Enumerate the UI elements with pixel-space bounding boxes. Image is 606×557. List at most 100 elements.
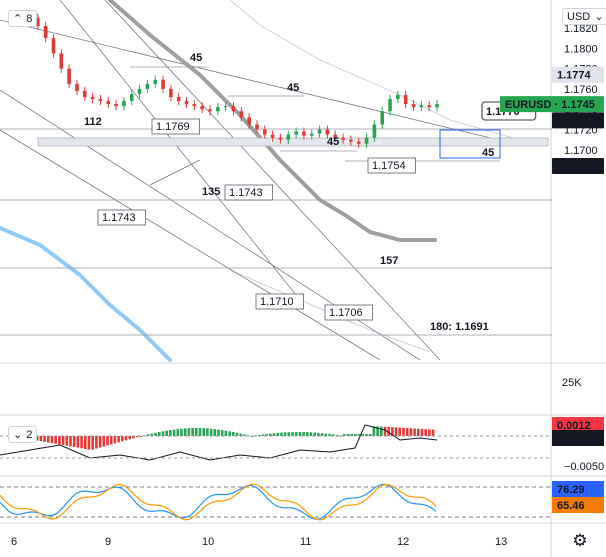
macd-histogram-bar — [72, 436, 76, 448]
price-badge-text: EURUSD · 1.1745 — [505, 99, 595, 111]
candle-body — [364, 137, 369, 144]
macd-histogram-bar — [413, 428, 416, 436]
candle-body — [176, 97, 181, 102]
trend-line — [104, 0, 441, 361]
trend-line — [149, 159, 201, 186]
macd-histogram-bar — [320, 433, 324, 436]
macd-histogram-bar — [287, 432, 291, 436]
candle-body — [59, 53, 64, 69]
candle-body — [388, 99, 392, 112]
macd-histogram-bar — [117, 436, 120, 443]
macd-histogram-bar — [50, 436, 54, 444]
time-axis-tick: 10 — [202, 536, 214, 548]
macd-histogram-bar — [232, 432, 235, 436]
trend-line — [0, 19, 521, 146]
macd-histogram-bar — [313, 432, 316, 436]
indicator-badge — [552, 430, 604, 446]
angle-label: 45 — [482, 147, 494, 159]
fib-label: 157 — [380, 255, 398, 267]
macd-histogram-bar — [132, 436, 135, 439]
macd-histogram-bar — [291, 432, 294, 436]
macd-histogram-bar — [398, 427, 402, 436]
candle-body — [106, 101, 111, 105]
candle-body — [380, 111, 385, 125]
candle-body — [161, 79, 165, 89]
volume-axis-tick: 25K — [562, 377, 582, 389]
indicator-badge-text: 0.0012 — [557, 420, 591, 432]
macd-histogram-bar — [84, 436, 87, 449]
macd-histogram-bar — [198, 428, 202, 436]
price-callout-text: 1.1743 — [102, 212, 136, 224]
candle-body — [302, 131, 306, 136]
macd-histogram-bar — [383, 426, 387, 436]
ma-slow-line — [108, 0, 437, 242]
macd-histogram-bar — [298, 432, 302, 436]
macd-histogram-bar — [354, 434, 357, 436]
macd-histogram-bar — [124, 436, 128, 441]
macd-histogram-bar — [250, 435, 254, 437]
candle-body — [208, 109, 212, 112]
macd-histogram-bar — [368, 434, 372, 436]
price-callout — [224, 184, 273, 201]
macd-histogram-bar — [309, 432, 313, 436]
macd-histogram-bar — [195, 428, 198, 436]
fib-label: 135 — [202, 186, 220, 198]
macd-histogram-bar — [80, 436, 83, 449]
candle-body — [403, 94, 408, 105]
candle-body — [90, 97, 95, 100]
macd-histogram-bar — [98, 436, 102, 448]
macd-histogram-bar — [431, 429, 435, 436]
candle-body — [270, 134, 275, 138]
candle-body — [372, 124, 377, 138]
macd-histogram-bar — [239, 433, 242, 436]
macd-histogram-bar — [65, 436, 69, 446]
candle-body — [278, 137, 283, 140]
candle-body — [427, 105, 431, 108]
settings-gear-icon[interactable]: ⚙ — [572, 531, 588, 550]
macd-histogram-bar — [417, 428, 420, 436]
candle-body — [309, 133, 314, 136]
candle-body — [223, 106, 228, 108]
candle-body — [317, 129, 322, 134]
macd-histogram-bar — [87, 436, 91, 450]
candle-body — [333, 134, 338, 138]
candle-body — [396, 94, 400, 100]
time-axis-tick: 6 — [11, 536, 17, 548]
macd-histogram-bar — [428, 429, 431, 436]
macd-histogram-bar — [180, 428, 183, 436]
macd-histogram-bar — [206, 428, 209, 436]
macd-histogram-bar — [276, 432, 279, 436]
trend-line — [59, 0, 301, 301]
angle-label: 45 — [190, 52, 202, 64]
price-callout — [367, 157, 416, 174]
macd-histogram-bar — [176, 429, 180, 436]
time-axis-tick: 13 — [495, 536, 507, 548]
macd-histogram-bar — [154, 432, 157, 436]
candle-body — [192, 104, 197, 107]
macd-histogram-bar — [350, 434, 353, 436]
price-axis-tick: 1.1760 — [564, 84, 598, 96]
candle-body — [129, 93, 134, 102]
macd-histogram-bar — [128, 436, 131, 440]
indicator-badge — [552, 417, 604, 433]
indicator-collapse-button[interactable]: ⌄ 2 — [8, 426, 38, 443]
candle-body — [411, 104, 416, 108]
currency-select[interactable]: USD ⌄ — [562, 8, 606, 25]
macd-histogram-bar — [257, 434, 261, 436]
macd-histogram-bar — [402, 427, 405, 436]
macd-histogram-bar — [202, 428, 205, 436]
candle-body — [98, 99, 103, 102]
macd-histogram-bar — [43, 436, 46, 442]
candle-body — [349, 139, 353, 142]
candle-body — [51, 38, 56, 54]
macd-histogram-bar — [187, 428, 191, 436]
currency-label: USD — [567, 10, 591, 23]
macd-histogram-bar — [335, 434, 339, 436]
macd-histogram-bar — [265, 434, 268, 436]
macd-histogram-bar — [331, 434, 335, 436]
candle-body — [263, 129, 267, 135]
macd-histogram-bar — [158, 432, 161, 436]
main-collapse-button[interactable]: ⌃ 8 — [8, 10, 38, 27]
